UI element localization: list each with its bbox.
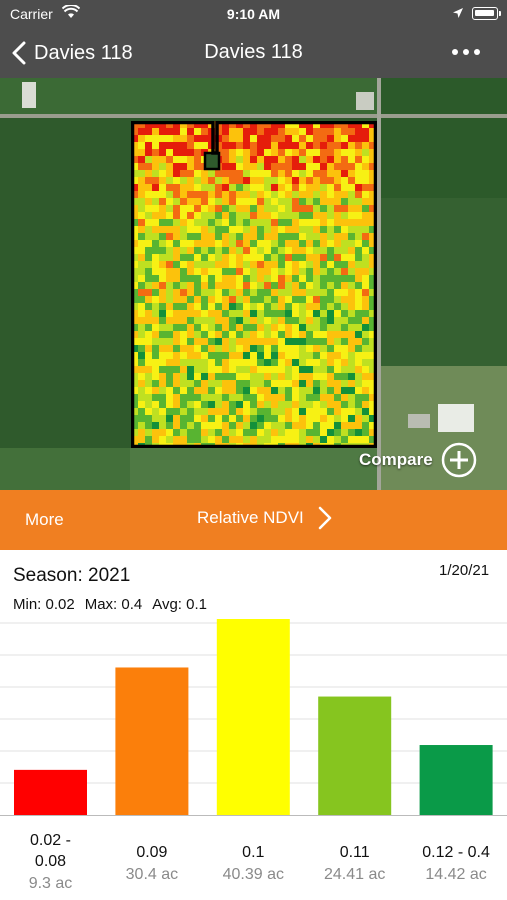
histogram-labels: 0.02 - 0.08 9.3 ac 0.09 30.4 ac 0.1 40.39 ac 0… xyxy=(0,826,507,900)
location-arrow-icon xyxy=(452,6,464,22)
bar-acres-label: 9.3 ac xyxy=(28,875,73,892)
status-bar: Carrier 9:10 AM xyxy=(0,0,507,28)
bar-range-label: 0.11 xyxy=(339,844,370,861)
map-field-bottom xyxy=(130,448,377,490)
histogram-bar xyxy=(419,745,493,815)
bar-label-group: 0.02 - 0.08 9.3 ac xyxy=(6,830,96,893)
ndvi-histogram xyxy=(0,618,507,900)
bar-acres-label: 40.39 ac xyxy=(222,866,284,883)
compare-label: Compare xyxy=(359,450,433,469)
ndvi-heatmap-overlay xyxy=(131,121,377,448)
histogram-bar xyxy=(216,619,290,815)
clock: 9:10 AM xyxy=(226,6,281,22)
battery-tip xyxy=(499,11,501,16)
bar-range-label: 0.02 - 0.08 xyxy=(30,832,71,870)
layer-selector[interactable]: Relative NDVI xyxy=(197,506,332,530)
min-value: Min: 0.02 xyxy=(13,596,75,613)
back-button-label: Davies 118 xyxy=(34,41,133,64)
image-date: 1/20/21 xyxy=(439,562,490,579)
map-field-right-top xyxy=(381,78,507,198)
building xyxy=(438,404,474,432)
carrier-label: Carrier xyxy=(10,6,53,22)
road xyxy=(0,114,507,118)
battery-icon xyxy=(472,7,498,20)
bar-label-group: 0.09 30.4 ac xyxy=(107,842,197,884)
back-button[interactable]: Davies 118 xyxy=(12,40,133,66)
more-options-icon[interactable] xyxy=(452,49,480,55)
bar-acres-label: 24.41 ac xyxy=(323,866,386,883)
chevron-left-icon xyxy=(12,41,26,65)
bar-acres-label: 14.42 ac xyxy=(425,866,487,883)
histogram-plot xyxy=(0,619,507,816)
bar-label-group: 0.11 24.41 ac xyxy=(310,842,400,884)
navigation-bar: Davies 118 Davies 118 xyxy=(0,28,507,78)
plus-circle-icon xyxy=(441,442,476,478)
layer-toolbar: More Relative NDVI xyxy=(0,490,507,550)
histogram-bar xyxy=(318,696,392,815)
compare-button[interactable]: Compare xyxy=(359,442,477,478)
map-field-top xyxy=(0,78,377,114)
histogram-bar xyxy=(14,769,87,815)
bar-range-label: 0.12 - 0.4 xyxy=(422,844,490,861)
building xyxy=(408,414,430,428)
max-value: Max: 0.4 xyxy=(84,596,143,613)
field-map[interactable]: Compare xyxy=(0,78,507,490)
histogram-bar xyxy=(115,667,189,815)
building xyxy=(22,82,36,108)
season-label: Season: 2021 xyxy=(13,565,131,586)
chevron-right-icon xyxy=(318,506,332,530)
bar-label-group: 0.12 - 0.4 14.42 ac xyxy=(411,842,501,884)
avg-value: Avg: 0.1 xyxy=(152,596,207,613)
stats-panel: Season: 2021 1/20/21 Min: 0.02 Max: 0.4 … xyxy=(0,550,507,618)
bar-range-label: 0.1 xyxy=(242,844,265,861)
bar-acres-label: 30.4 ac xyxy=(125,866,179,883)
layer-label: Relative NDVI xyxy=(197,508,304,527)
min-max-avg: Min: 0.02 Max: 0.4 Avg: 0.1 xyxy=(13,596,207,613)
map-field-right-mid xyxy=(381,198,507,366)
more-button[interactable]: More xyxy=(25,510,64,529)
road xyxy=(377,78,381,490)
bar-range-label: 0.09 xyxy=(136,844,168,861)
map-field-bottom-left xyxy=(0,448,130,490)
building xyxy=(356,92,374,110)
wifi-icon xyxy=(61,4,81,22)
bar-label-group: 0.1 40.39 ac xyxy=(208,842,298,884)
